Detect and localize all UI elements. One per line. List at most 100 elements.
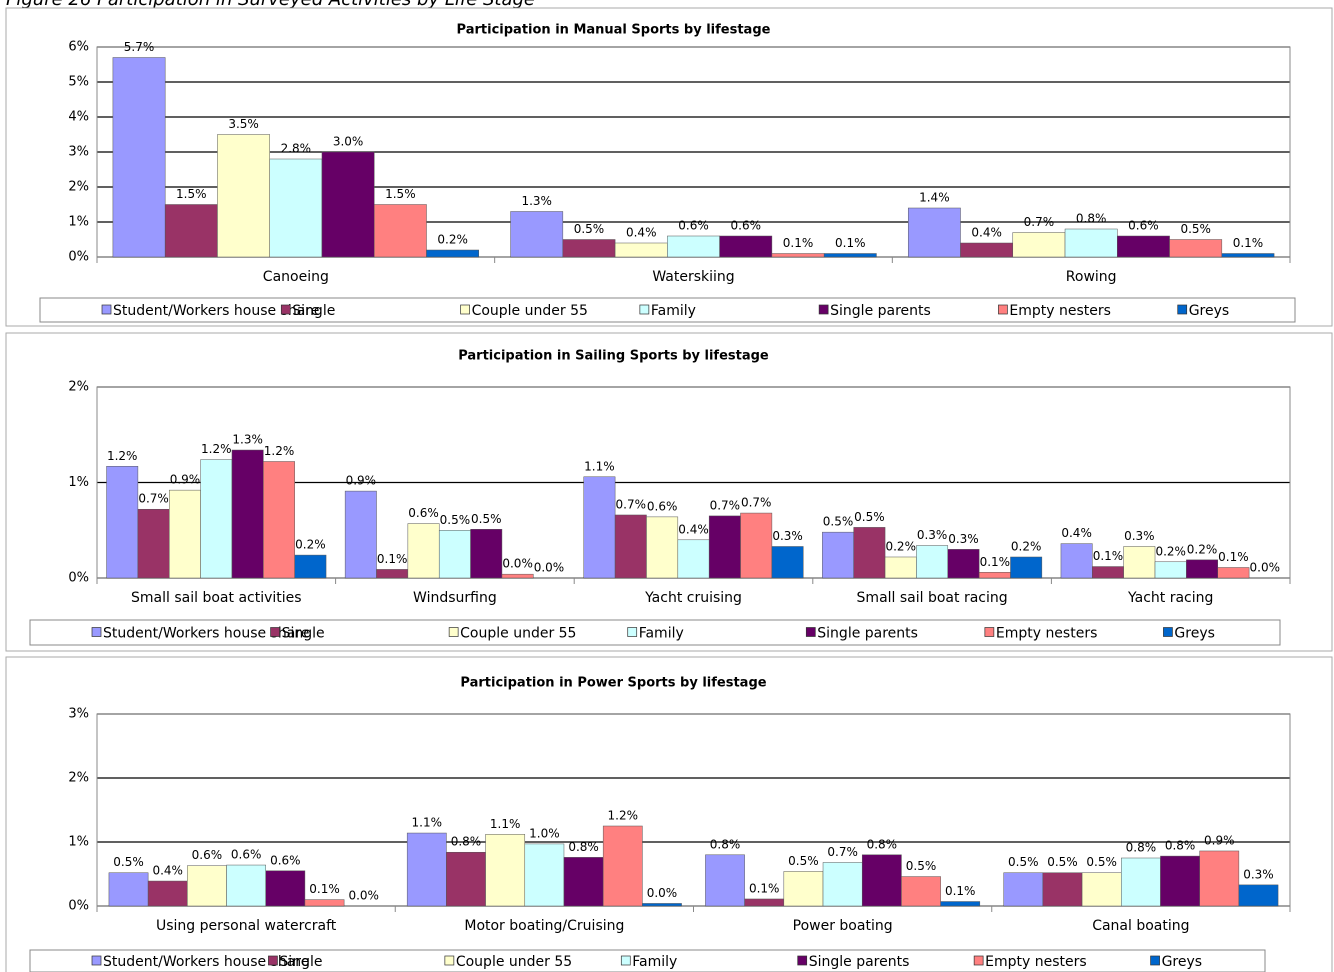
bar: [321, 151, 375, 258]
legend-swatch: [280, 304, 291, 315]
value-label: 2.8%: [281, 142, 312, 156]
y-tick-label: 6%: [68, 40, 89, 55]
value-label: 0.0%: [348, 889, 379, 903]
legend-label: Single parents: [809, 954, 910, 970]
bar: [406, 832, 447, 907]
bar: [916, 545, 949, 579]
value-label: 1.0%: [529, 826, 560, 840]
y-tick-label: 2%: [68, 771, 89, 786]
legend-label: Empty nesters: [1009, 303, 1111, 319]
legend-label: Single: [292, 303, 335, 319]
value-label: 0.8%: [1076, 212, 1107, 226]
bar: [940, 901, 981, 907]
bar: [438, 530, 471, 579]
bar: [708, 515, 741, 579]
value-label: 0.3%: [772, 529, 803, 543]
value-label: 0.8%: [867, 837, 898, 851]
value-label: 0.6%: [231, 848, 262, 862]
bar: [1003, 872, 1044, 907]
value-label: 0.4%: [678, 522, 709, 536]
x-tick-label: Canal boating: [1092, 918, 1189, 934]
legend-swatch: [797, 955, 808, 966]
y-tick-label: 3%: [68, 707, 89, 722]
bar: [771, 546, 804, 579]
value-label: 0.6%: [647, 499, 678, 513]
bar: [1160, 855, 1200, 907]
bar: [853, 527, 886, 579]
bar: [446, 851, 486, 907]
legend-label: Student/Workers house share: [103, 954, 309, 970]
value-label: 0.4%: [971, 226, 1002, 240]
value-label: 0.7%: [138, 492, 169, 506]
bar: [137, 508, 170, 579]
value-label: 0.5%: [440, 513, 471, 527]
bar: [960, 242, 1014, 258]
bar: [822, 862, 863, 907]
legend-label: Greys: [1174, 626, 1215, 642]
chart-title: Participation in Manual Sports by lifest…: [457, 23, 771, 38]
bar: [1117, 235, 1170, 258]
value-label: 0.5%: [906, 859, 937, 873]
legend-label: Single parents: [830, 303, 931, 319]
legend-swatch: [1163, 627, 1173, 637]
value-label: 0.5%: [788, 854, 819, 868]
bar: [642, 903, 682, 907]
bar: [1217, 567, 1250, 579]
bar: [740, 512, 773, 579]
bar: [583, 476, 616, 579]
value-label: 0.0%: [534, 561, 565, 575]
bar: [269, 158, 323, 258]
y-tick-label: 2%: [68, 180, 89, 195]
legend-swatch: [460, 304, 470, 315]
legend-swatch: [639, 304, 650, 315]
x-tick-label: Power boating: [793, 918, 893, 934]
bar: [614, 242, 668, 258]
value-label: 1.5%: [385, 187, 416, 201]
legend-label: Greys: [1162, 954, 1203, 970]
value-label: 0.3%: [1124, 529, 1155, 543]
bar: [106, 466, 139, 579]
value-label: 0.3%: [1243, 867, 1274, 881]
bar: [978, 572, 1011, 579]
bar: [1154, 561, 1187, 579]
bar: [901, 876, 941, 907]
bar: [771, 253, 825, 258]
value-label: 0.5%: [471, 512, 502, 526]
chart-title: Participation in Power Sports by lifesta…: [460, 676, 766, 691]
value-label: 0.5%: [854, 510, 885, 524]
value-label: 0.9%: [346, 474, 377, 488]
value-label: 0.5%: [823, 515, 854, 529]
value-label: 0.2%: [1011, 539, 1042, 553]
bar: [263, 461, 295, 579]
value-label: 3.0%: [333, 135, 364, 149]
bar: [373, 204, 427, 258]
value-label: 0.4%: [1061, 526, 1092, 540]
legend-label: Couple under 55: [456, 954, 572, 970]
legend-swatch: [1150, 955, 1160, 966]
value-label: 0.6%: [1128, 219, 1159, 233]
value-label: 0.5%: [1086, 855, 1117, 869]
y-tick-label: 1%: [68, 475, 89, 490]
bar: [217, 134, 270, 258]
bar: [1081, 872, 1122, 907]
bar: [1121, 857, 1161, 907]
bar: [501, 573, 534, 579]
bar: [677, 539, 710, 579]
y-tick-label: 0%: [68, 899, 89, 914]
x-tick-label: Small sail boat activities: [131, 590, 302, 606]
x-tick-label: Small sail boat racing: [857, 590, 1008, 606]
legend-label: Family: [651, 303, 696, 319]
bar: [822, 531, 854, 579]
chart-title: Participation in Sailing Sports by lifes…: [458, 349, 769, 364]
bar: [884, 556, 917, 579]
value-label: 1.2%: [608, 809, 639, 823]
bar: [231, 449, 264, 579]
caption: Figure 26 Participation in Surveyed Acti…: [6, 0, 535, 10]
bar: [1238, 884, 1279, 907]
value-label: 0.8%: [1126, 841, 1157, 855]
bar: [200, 459, 233, 579]
value-label: 0.6%: [408, 506, 439, 520]
legend-label: Couple under 55: [472, 303, 588, 319]
legend-swatch: [973, 955, 984, 966]
